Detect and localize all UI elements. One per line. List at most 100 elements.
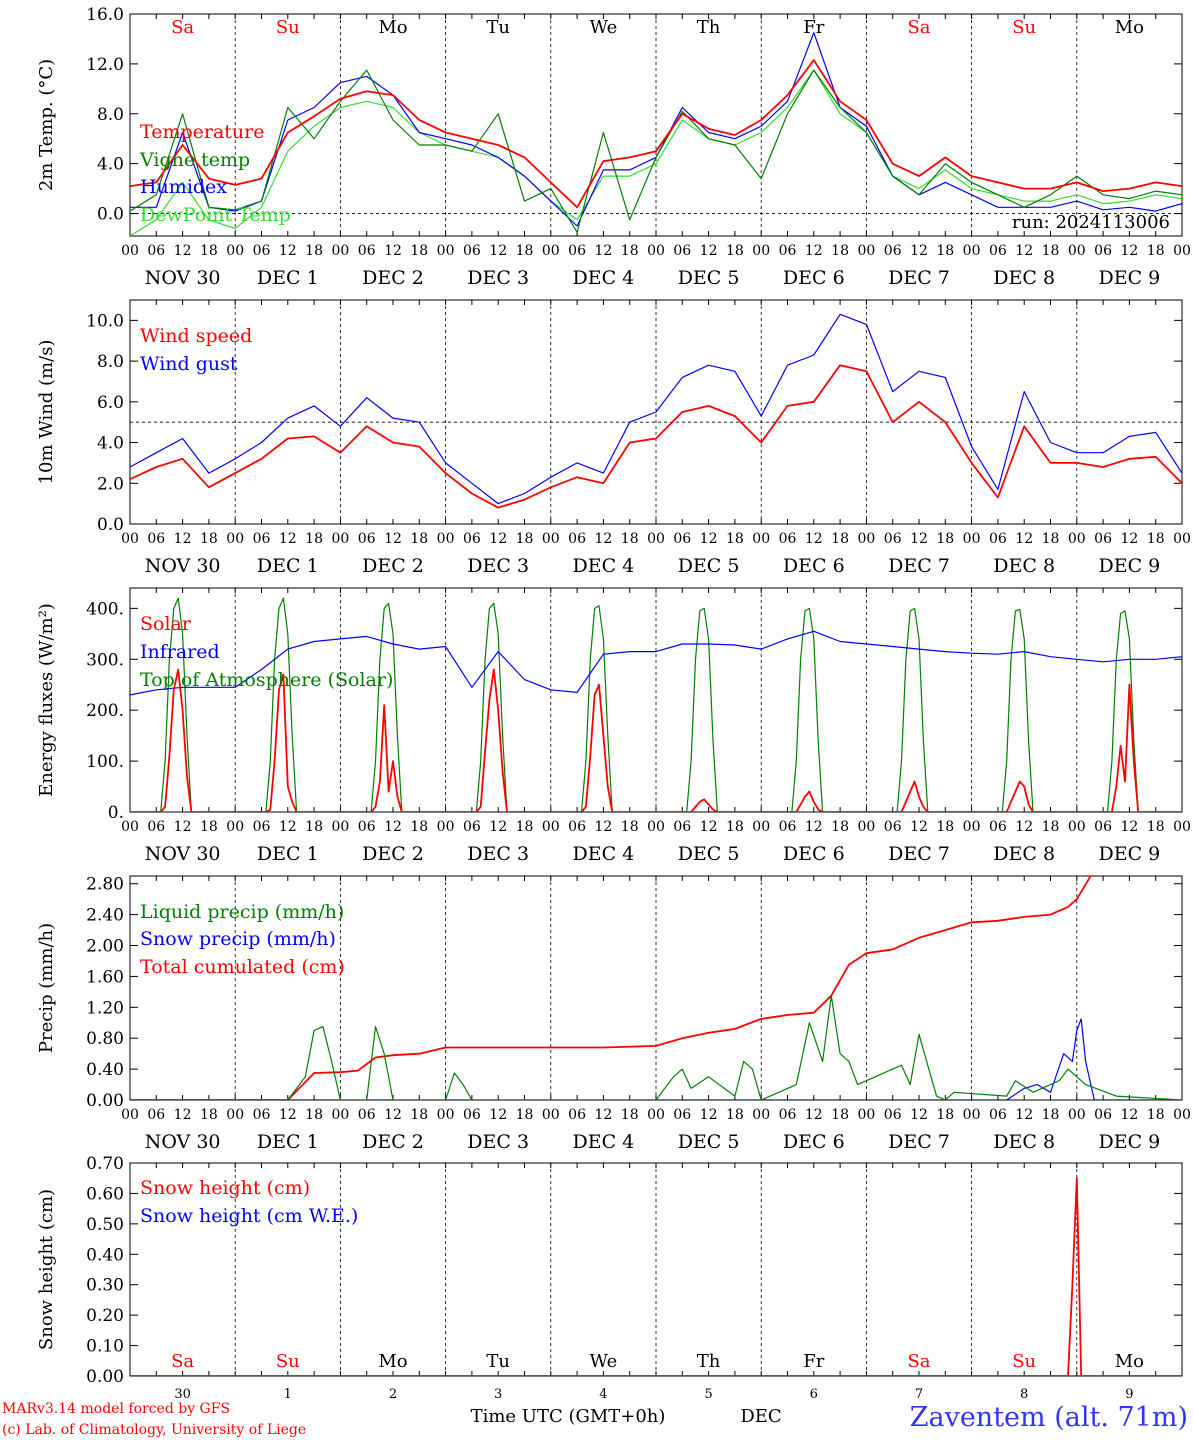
hour-tick-label: 12 — [700, 1107, 718, 1123]
hour-tick-label: 06 — [253, 531, 271, 547]
y-tick-label: 0.00 — [86, 1367, 124, 1387]
weekday-label: Fr — [803, 17, 824, 38]
hour-tick-label: 00 — [963, 819, 981, 835]
hour-tick-label: 06 — [989, 819, 1007, 835]
legend-entry: Snow height (cm W.E.) — [140, 1205, 358, 1227]
date-label: DEC 7 — [888, 843, 950, 865]
date-label: DEC 3 — [467, 267, 529, 289]
date-label: DEC 6 — [783, 555, 845, 577]
plot-area — [130, 32, 1182, 236]
date-label: DEC 8 — [993, 555, 1055, 577]
y-tick-label: 2.0 — [97, 474, 124, 494]
hour-tick-label: 18 — [410, 531, 428, 547]
hour-tick-label: 00 — [226, 1107, 244, 1123]
date-label: DEC 9 — [1099, 1131, 1161, 1153]
date-label: DEC 4 — [573, 267, 635, 289]
hour-tick-label: 06 — [568, 531, 586, 547]
plot-area — [130, 876, 1182, 1100]
station-label: Zaventem (alt. 71m) — [910, 1402, 1188, 1433]
weekday-label: Su — [1012, 1351, 1036, 1372]
day-number-label: 4 — [599, 1387, 607, 1402]
hour-tick-label: 00 — [121, 1107, 139, 1123]
hour-tick-label: 12 — [384, 243, 402, 259]
hour-tick-label: 12 — [1015, 531, 1033, 547]
weekday-label: Th — [697, 1351, 721, 1372]
hour-tick-label: 00 — [752, 1107, 770, 1123]
y-tick-label: 0.0 — [97, 515, 124, 535]
hour-tick-label: 00 — [647, 531, 665, 547]
hour-tick-label: 06 — [147, 819, 165, 835]
hour-tick-label: 18 — [726, 1107, 744, 1123]
hour-tick-label: 00 — [752, 819, 770, 835]
hour-tick-label: 12 — [594, 1107, 612, 1123]
hour-tick-label: 18 — [1042, 819, 1060, 835]
hour-tick-label: 06 — [358, 819, 376, 835]
hour-tick-label: 06 — [463, 243, 481, 259]
hour-tick-label: 06 — [779, 243, 797, 259]
hour-tick-label: 12 — [805, 243, 823, 259]
hour-tick-label: 06 — [779, 531, 797, 547]
weekday-label: Th — [697, 17, 721, 38]
hour-tick-label: 06 — [1094, 531, 1112, 547]
hour-tick-label: 00 — [437, 819, 455, 835]
legend-entry: Top of Atmosphere (Solar) — [140, 669, 393, 691]
date-label: DEC 2 — [362, 843, 424, 865]
date-label: DEC 3 — [467, 555, 529, 577]
y-tick-label: 0.60 — [86, 1184, 124, 1204]
hour-tick-label: 18 — [200, 1107, 218, 1123]
hour-tick-label: 12 — [489, 1107, 507, 1123]
series-line-wind-gust — [130, 313, 1182, 505]
weekday-label: Fr — [803, 1351, 824, 1372]
hour-tick-label: 12 — [805, 1107, 823, 1123]
hour-tick-label: 00 — [647, 819, 665, 835]
date-label: DEC 6 — [783, 1131, 845, 1153]
hour-tick-label: 06 — [147, 1107, 165, 1123]
y-tick-label: 8.0 — [97, 105, 124, 125]
hour-tick-label: 06 — [147, 243, 165, 259]
hour-tick-label: 00 — [437, 531, 455, 547]
hour-tick-label: 12 — [910, 819, 928, 835]
hour-tick-label: 06 — [673, 819, 691, 835]
hour-tick-label: 12 — [594, 819, 612, 835]
legend-entry: Total cumulated (cm) — [140, 956, 345, 978]
hour-tick-label: 06 — [884, 531, 902, 547]
hour-tick-label: 12 — [1015, 819, 1033, 835]
series-line-solar — [130, 668, 1182, 812]
hour-tick-label: 18 — [831, 243, 849, 259]
weekday-label: Mo — [1115, 17, 1144, 38]
hour-tick-label: 18 — [831, 531, 849, 547]
hour-tick-label: 12 — [384, 1107, 402, 1123]
hour-tick-label: 00 — [857, 243, 875, 259]
hour-tick-label: 00 — [1173, 819, 1191, 835]
hour-tick-label: 00 — [121, 531, 139, 547]
series-line-snow-height-cm — [130, 1177, 1182, 1376]
date-label: DEC 1 — [257, 267, 319, 289]
hour-tick-label: 12 — [700, 819, 718, 835]
hour-tick-label: 00 — [542, 243, 560, 259]
hour-tick-label: 06 — [989, 531, 1007, 547]
hour-tick-label: 18 — [1042, 1107, 1060, 1123]
legend-entry: Infrared — [140, 641, 220, 663]
hour-tick-label: 18 — [305, 243, 323, 259]
hour-tick-label: 06 — [463, 819, 481, 835]
y-tick-label: 6.0 — [97, 393, 124, 413]
hour-tick-label: 00 — [647, 243, 665, 259]
hour-tick-label: 18 — [831, 819, 849, 835]
hour-tick-label: 00 — [226, 819, 244, 835]
credit-line-2: (c) Lab. of Climatology, University of L… — [2, 1422, 306, 1438]
y-axis-label: Snow height (cm) — [36, 1189, 57, 1350]
weekday-label: Sa — [171, 17, 194, 38]
date-label: NOV 30 — [145, 1131, 221, 1153]
date-label: DEC 2 — [362, 267, 424, 289]
hour-tick-label: 12 — [700, 243, 718, 259]
series-line-wind-speed — [130, 364, 1182, 509]
hour-tick-label: 18 — [516, 531, 534, 547]
hour-tick-label: 18 — [621, 243, 639, 259]
hour-tick-label: 12 — [174, 531, 192, 547]
y-tick-label: 12.0 — [86, 55, 124, 75]
date-label: DEC 2 — [362, 555, 424, 577]
hour-tick-label: 06 — [1094, 819, 1112, 835]
hour-tick-label: 12 — [384, 531, 402, 547]
date-label: NOV 30 — [145, 843, 221, 865]
